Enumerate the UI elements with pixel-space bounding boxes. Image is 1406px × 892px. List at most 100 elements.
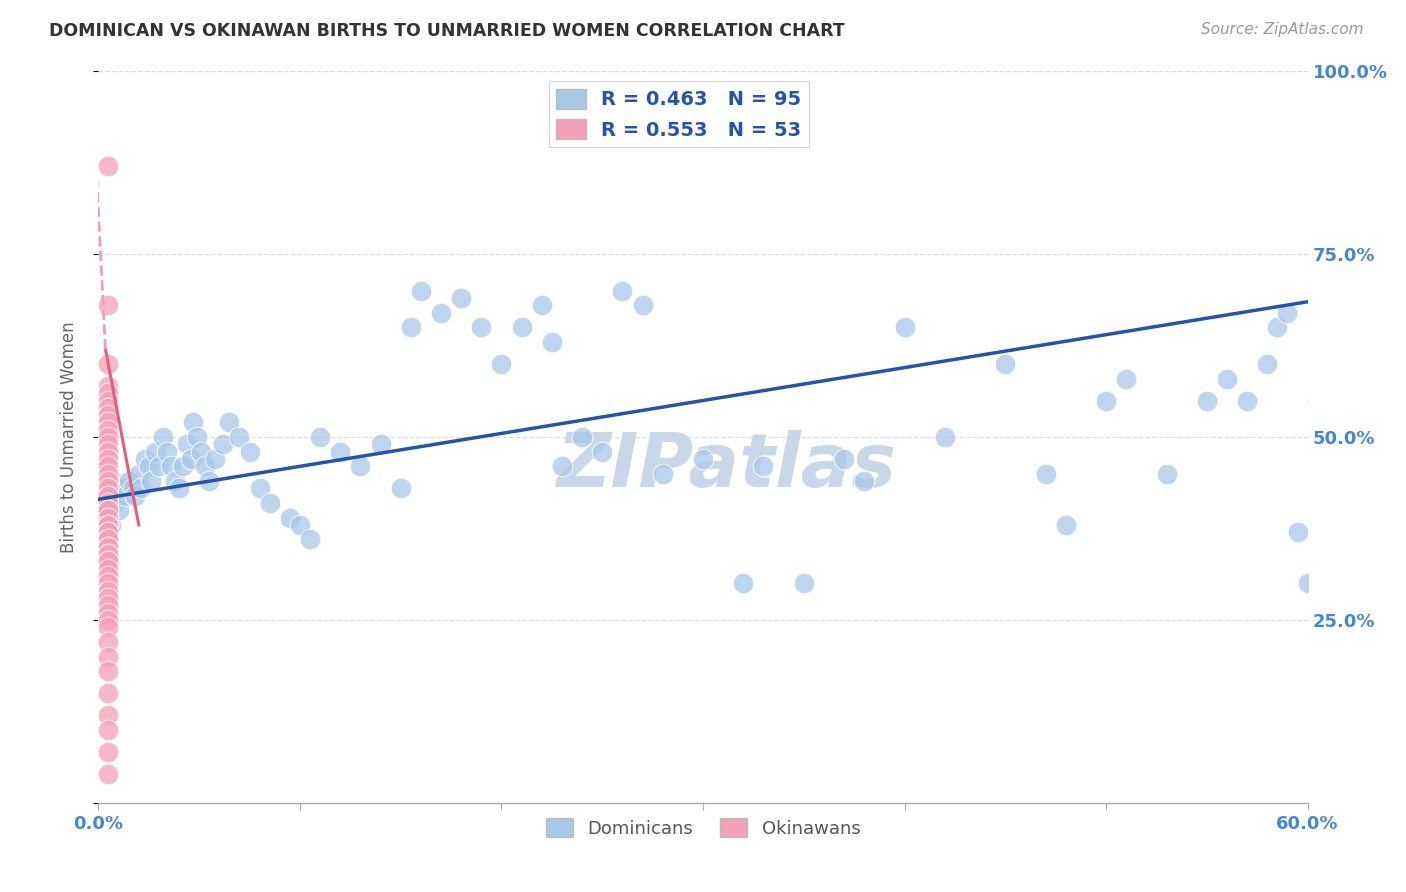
Point [97,386,120,401]
Point [491,357,513,371]
Point [97,533,120,547]
Point [430,306,453,320]
Point [97,576,120,591]
Point [97,379,120,393]
Point [349,459,371,474]
Point [1054,517,1077,532]
Point [204,452,226,467]
Point [309,430,332,444]
Point [97,510,120,524]
Point [181,416,204,430]
Point [1156,467,1178,481]
Point [212,437,235,451]
Point [1367,481,1389,495]
Legend: Dominicans, Okinawans: Dominicans, Okinawans [538,811,868,845]
Point [186,430,208,444]
Point [591,444,613,458]
Point [1286,525,1309,540]
Point [278,510,301,524]
Point [97,540,120,554]
Point [97,766,120,780]
Point [893,320,915,334]
Point [551,459,574,474]
Point [1327,416,1350,430]
Point [853,474,876,488]
Point [128,467,150,481]
Point [299,533,322,547]
Point [97,533,120,547]
Point [1296,576,1319,591]
Point [1306,393,1329,408]
Point [631,298,654,312]
Point [832,452,855,467]
Point [934,430,956,444]
Point [97,525,120,540]
Point [288,517,311,532]
Point [1216,371,1239,385]
Point [97,517,120,532]
Point [612,284,634,298]
Point [194,459,217,474]
Point [97,489,120,503]
Point [97,401,120,415]
Text: DOMINICAN VS OKINAWAN BIRTHS TO UNMARRIED WOMEN CORRELATION CHART: DOMINICAN VS OKINAWAN BIRTHS TO UNMARRIE… [49,22,845,40]
Point [97,517,120,532]
Point [97,357,120,371]
Point [97,635,120,649]
Point [97,562,120,576]
Point [97,298,120,312]
Point [228,430,250,444]
Point [97,613,120,627]
Point [510,320,533,334]
Point [176,437,198,451]
Point [114,489,136,503]
Point [97,481,120,495]
Point [152,430,174,444]
Point [530,298,553,312]
Point [172,459,194,474]
Point [111,481,134,495]
Point [118,474,141,488]
Point [259,496,281,510]
Point [540,334,562,349]
Point [97,599,120,613]
Point [370,437,392,451]
Point [121,481,143,495]
Point [101,474,124,488]
Point [752,459,775,474]
Point [97,444,120,458]
Point [97,496,120,510]
Point [1256,357,1278,371]
Point [470,320,492,334]
Point [1347,444,1369,458]
Point [97,459,120,474]
Point [134,452,156,467]
Point [1115,371,1137,385]
Point [994,357,1017,371]
Point [97,591,120,605]
Point [198,474,221,488]
Text: Source: ZipAtlas.com: Source: ZipAtlas.com [1201,22,1364,37]
Point [103,496,125,510]
Point [651,467,673,481]
Point [97,467,120,481]
Point [1316,379,1339,393]
Point [1357,379,1379,393]
Point [156,444,179,458]
Point [1337,393,1360,408]
Point [571,430,593,444]
Point [1376,452,1399,467]
Point [97,437,120,451]
Point [97,554,120,568]
Point [409,284,432,298]
Point [97,489,120,503]
Point [97,547,120,561]
Point [97,423,120,437]
Point [389,481,412,495]
Y-axis label: Births to Unmarried Women: Births to Unmarried Women [59,321,77,553]
Point [329,444,352,458]
Point [163,474,186,488]
Point [1195,393,1218,408]
Point [129,481,152,495]
Point [97,452,120,467]
